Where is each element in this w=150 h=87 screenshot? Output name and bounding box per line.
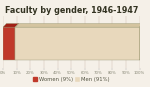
Polygon shape xyxy=(15,27,140,60)
Polygon shape xyxy=(15,23,19,60)
Polygon shape xyxy=(3,27,15,60)
Legend: Women (9%), Men (91%): Women (9%), Men (91%) xyxy=(31,75,112,84)
Polygon shape xyxy=(140,23,143,60)
Polygon shape xyxy=(15,23,143,27)
Polygon shape xyxy=(3,23,19,27)
Title: Faculty by gender, 1946-1947: Faculty by gender, 1946-1947 xyxy=(4,6,138,15)
